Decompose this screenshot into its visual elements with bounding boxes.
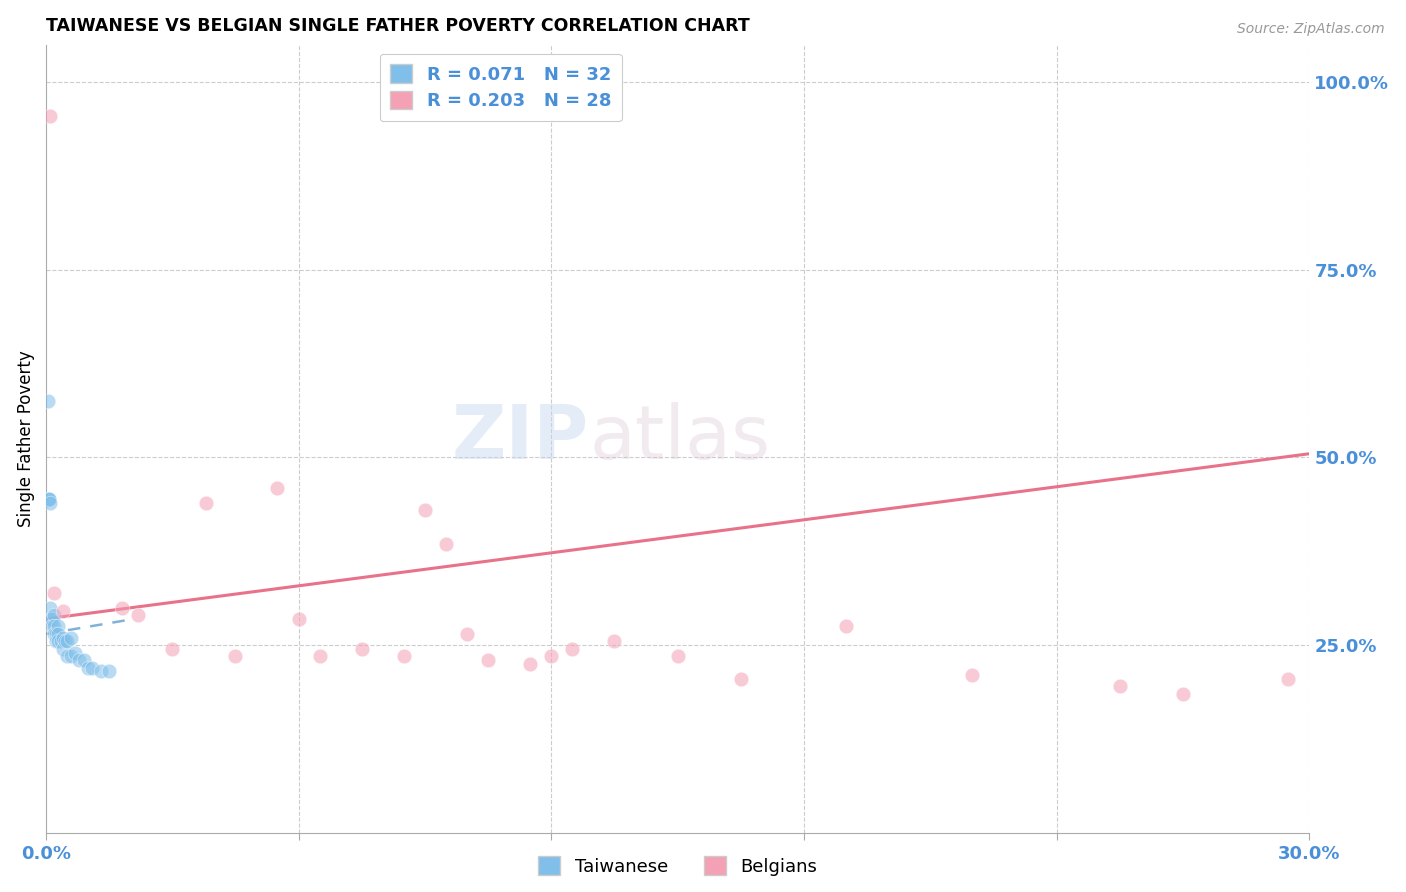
Point: [90, 665, 112, 679]
Point: [962, 668, 984, 682]
Point: [44, 627, 66, 641]
Point: [224, 649, 246, 664]
Point: [835, 619, 858, 633]
Point: [69, 653, 91, 667]
Text: TAIWANESE VS BELGIAN SINGLE FATHER POVERTY CORRELATION CHART: TAIWANESE VS BELGIAN SINGLE FATHER POVER…: [46, 17, 749, 35]
Point: [60, 631, 83, 645]
Point: [540, 649, 562, 664]
Point: [45, 627, 67, 641]
Point: [45, 634, 67, 648]
Point: [37, 394, 59, 409]
Text: atlas: atlas: [589, 402, 770, 475]
Point: [44, 608, 66, 623]
Point: [49, 634, 72, 648]
Point: [44, 585, 66, 599]
Point: [39, 495, 62, 509]
Y-axis label: Single Father Poverty: Single Father Poverty: [17, 351, 35, 527]
Point: [266, 481, 288, 495]
Point: [456, 627, 478, 641]
Point: [52, 604, 75, 618]
Text: Source: ZipAtlas.com: Source: ZipAtlas.com: [1237, 22, 1385, 37]
Point: [39, 612, 62, 626]
Point: [52, 631, 75, 645]
Point: [39, 109, 62, 123]
Point: [392, 649, 415, 664]
Point: [519, 657, 541, 671]
Point: [194, 495, 217, 509]
Text: ZIP: ZIP: [451, 402, 589, 475]
Point: [666, 649, 689, 664]
Point: [41, 612, 63, 626]
Point: [48, 634, 70, 648]
Point: [77, 661, 100, 675]
Point: [41, 619, 63, 633]
Point: [477, 653, 499, 667]
Point: [1277, 672, 1299, 686]
Point: [56, 634, 79, 648]
Point: [56, 649, 79, 664]
Point: [413, 503, 436, 517]
Point: [603, 634, 626, 648]
Point: [52, 641, 75, 656]
Point: [48, 619, 70, 633]
Point: [308, 649, 330, 664]
Point: [38, 491, 60, 506]
Point: [38, 491, 60, 506]
Point: [160, 641, 183, 656]
Point: [48, 627, 70, 641]
Point: [127, 608, 149, 623]
Point: [287, 612, 309, 626]
Point: [65, 646, 87, 660]
Point: [561, 641, 583, 656]
Point: [82, 661, 104, 675]
Point: [53, 634, 76, 648]
Point: [350, 641, 373, 656]
Point: [97, 665, 120, 679]
Point: [110, 600, 132, 615]
Point: [1171, 687, 1194, 701]
Legend: Taiwanese, Belgians: Taiwanese, Belgians: [531, 849, 824, 883]
Point: [39, 600, 62, 615]
Point: [73, 653, 96, 667]
Point: [1109, 680, 1132, 694]
Point: [37, 491, 59, 506]
Point: [44, 619, 66, 633]
Point: [434, 537, 457, 551]
Point: [60, 649, 83, 664]
Point: [730, 672, 752, 686]
